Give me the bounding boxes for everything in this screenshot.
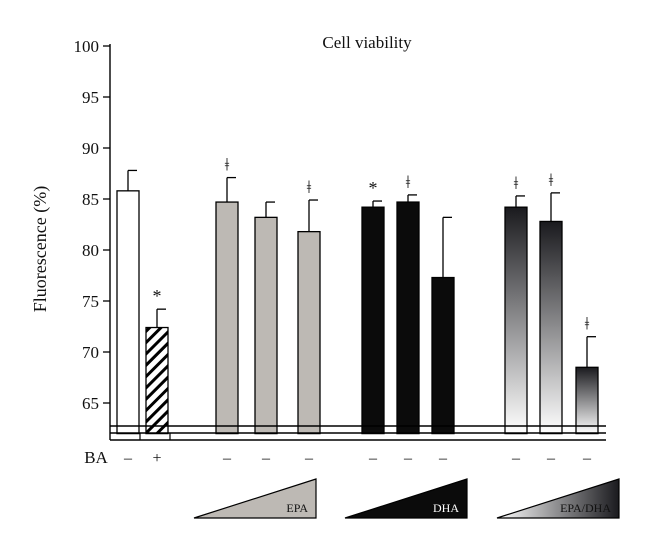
bar <box>215 201 239 435</box>
y-tick-label: 70 <box>82 343 99 362</box>
significance-marker: * <box>369 178 378 198</box>
significance-marker: ǂ <box>514 173 519 193</box>
ba-sign: – <box>582 450 592 467</box>
epa-dose-triangle <box>193 478 317 519</box>
bar <box>145 326 169 435</box>
chart-title: Cell viability <box>322 33 412 52</box>
significance-marker: ǂ <box>225 155 230 175</box>
bar <box>297 230 321 435</box>
ba-sign: – <box>403 450 413 467</box>
y-tick-label: 100 <box>74 37 100 56</box>
significance-marker: ǂ <box>307 177 312 197</box>
ba-sign: – <box>222 450 232 467</box>
ba-sign: + <box>152 450 161 467</box>
dose-label: EPA/DHA <box>560 501 611 515</box>
ba-sign: – <box>304 450 314 467</box>
ba-sign: – <box>511 450 521 467</box>
ba-row-label: BA <box>84 448 108 467</box>
y-axis-label: Fluorescence (%) <box>30 186 51 312</box>
y-tick-label: 90 <box>82 139 99 158</box>
ba-sign: – <box>438 450 448 467</box>
dose-label: DHA <box>433 501 459 515</box>
bar <box>396 201 420 435</box>
dose-label: EPA <box>286 501 308 515</box>
y-tick-label: 65 <box>82 394 99 413</box>
significance-marker: ǂ <box>406 172 411 192</box>
bar <box>504 206 528 435</box>
significance-marker: * <box>153 286 162 306</box>
bar <box>361 206 385 435</box>
ba-sign: – <box>368 450 378 467</box>
y-tick-label: 85 <box>82 190 99 209</box>
bar <box>254 216 278 435</box>
ba-sign: – <box>546 450 556 467</box>
y-tick-label: 95 <box>82 88 99 107</box>
bar <box>116 190 140 435</box>
y-tick-label: 75 <box>82 292 99 311</box>
bar <box>431 276 455 435</box>
ba-sign: – <box>123 450 133 467</box>
y-tick-label: 80 <box>82 241 99 260</box>
bar <box>575 366 599 435</box>
ba-sign: – <box>261 450 271 467</box>
significance-marker: ǂ <box>549 170 554 190</box>
significance-marker: ǂ <box>585 314 590 334</box>
bar <box>539 220 563 435</box>
epa-dha-dose-triangle <box>496 478 620 519</box>
dha-dose-triangle <box>344 478 468 519</box>
